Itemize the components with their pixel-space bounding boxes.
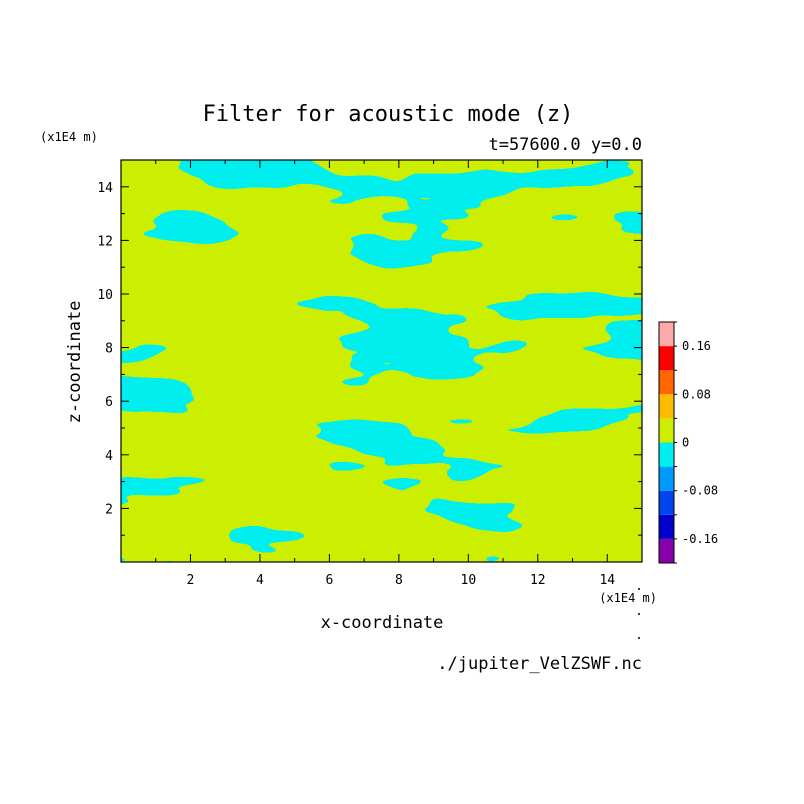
chart-title: Filter for acoustic mode (z) xyxy=(203,102,574,127)
y-tick-label: 8 xyxy=(105,342,113,357)
colorbar-ticks: -0.16 -0.08 0 0.08 0.16 xyxy=(674,321,718,564)
y-tick-label: 2 xyxy=(105,502,113,517)
x-tick-label: 12 xyxy=(530,573,546,588)
chart-subtitle: t=57600.0 y=0.0 xyxy=(488,135,642,155)
x-tick-label: 4 xyxy=(256,573,264,588)
colorbar-swatch xyxy=(659,370,674,395)
x-axis-label: x-coordinate xyxy=(321,613,444,633)
y-tick-label: 14 xyxy=(97,181,113,196)
x-unit-label: (x1E4 m) xyxy=(599,591,657,605)
x-tick-label: 10 xyxy=(461,573,477,588)
y-tick-label: 4 xyxy=(105,449,113,464)
colorbar-frame xyxy=(658,321,675,564)
colorbar-tick-label: -0.08 xyxy=(682,484,718,498)
plot-area xyxy=(121,160,642,562)
y-unit-label: (x1E4 m) xyxy=(40,130,98,144)
colorbar-tick-label: 0 xyxy=(682,436,689,450)
colorbar-swatch xyxy=(659,490,674,515)
colorbar-swatch xyxy=(659,442,674,467)
plot-frame xyxy=(120,159,643,563)
marker-dot xyxy=(638,613,640,615)
x-tick-label: 8 xyxy=(395,573,403,588)
marker-dot xyxy=(638,637,640,639)
colorbar-tick-label: 0.08 xyxy=(682,387,711,401)
marker-dot xyxy=(638,588,640,590)
colorbar xyxy=(659,322,674,563)
x-tick-label: 6 xyxy=(325,573,333,588)
y-tick-label: 10 xyxy=(97,288,113,303)
y-tick-label: 6 xyxy=(105,395,113,410)
x-tick-label: 2 xyxy=(187,573,195,588)
colorbar-swatch xyxy=(659,394,674,419)
colorbar-tick-label: 0.16 xyxy=(682,339,711,353)
field-positive-region xyxy=(121,160,642,562)
source-file-label: ./jupiter_VelZSWF.nc xyxy=(437,654,642,674)
colorbar-swatch xyxy=(659,346,674,371)
y-tick-label: 12 xyxy=(97,234,113,249)
colorbar-swatch xyxy=(659,466,674,491)
y-axis-ticks: 2 4 6 8 10 12 14 xyxy=(97,181,642,536)
colorbar-tick-label: -0.16 xyxy=(682,532,718,546)
colorbar-swatch xyxy=(659,322,674,347)
x-tick-label: 14 xyxy=(599,573,615,588)
colorbar-swatch xyxy=(659,514,674,539)
colorbar-swatch xyxy=(659,538,674,563)
y-axis-label: z-coordinate xyxy=(65,301,85,424)
colorbar-swatch xyxy=(659,418,674,443)
x-axis-ticks: 2 4 6 8 10 12 14 xyxy=(155,160,615,588)
